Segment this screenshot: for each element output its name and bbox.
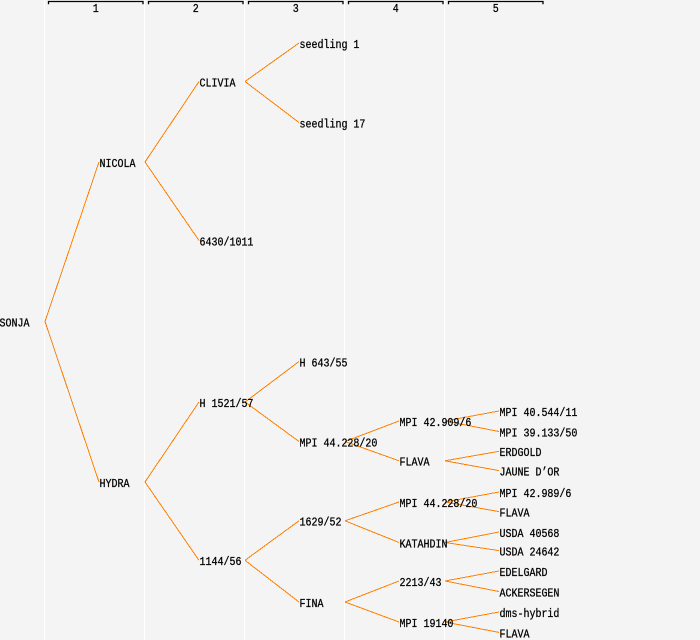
svg-text:MPI 19140: MPI 19140 xyxy=(400,618,454,631)
svg-text:EDELGARD: EDELGARD xyxy=(500,567,548,580)
svg-text:USDA 40568: USDA 40568 xyxy=(500,528,560,541)
svg-text:seedling 17: seedling 17 xyxy=(300,119,366,132)
svg-text:dms-hybrid: dms-hybrid xyxy=(500,608,560,621)
svg-text:H 643/55: H 643/55 xyxy=(300,358,348,371)
svg-text:MPI 44.228/20: MPI 44.228/20 xyxy=(300,438,378,451)
svg-text:FLAVA: FLAVA xyxy=(400,457,430,470)
svg-text:ERDGOLD: ERDGOLD xyxy=(500,447,542,460)
svg-text:seedling 1: seedling 1 xyxy=(300,39,360,52)
svg-text:1: 1 xyxy=(93,3,99,16)
svg-text:2213/43: 2213/43 xyxy=(400,577,442,590)
svg-text:ACKERSEGEN: ACKERSEGEN xyxy=(500,588,560,601)
svg-text:2: 2 xyxy=(193,3,199,16)
svg-text:MPI 39.133/50: MPI 39.133/50 xyxy=(500,428,578,441)
svg-text:NICOLA: NICOLA xyxy=(100,158,136,171)
svg-text:1629/52: 1629/52 xyxy=(300,517,342,530)
svg-text:USDA 24642: USDA 24642 xyxy=(500,547,560,560)
svg-text:FINA: FINA xyxy=(300,598,324,611)
svg-text:MPI 42.989/6: MPI 42.989/6 xyxy=(500,488,572,501)
svg-text:SONJA: SONJA xyxy=(0,318,30,331)
svg-text:1144/56: 1144/56 xyxy=(200,556,242,569)
svg-text:3: 3 xyxy=(293,3,299,16)
svg-text:FLAVA: FLAVA xyxy=(500,508,530,521)
svg-text:MPI 44.228/20: MPI 44.228/20 xyxy=(400,498,478,511)
svg-text:5: 5 xyxy=(493,3,499,16)
svg-text:CLIVIA: CLIVIA xyxy=(200,78,236,91)
svg-text:FLAVA: FLAVA xyxy=(500,629,530,640)
svg-text:HYDRA: HYDRA xyxy=(100,478,130,491)
svg-text:KATAHDIN: KATAHDIN xyxy=(400,539,448,552)
svg-text:6430/1011: 6430/1011 xyxy=(200,237,254,250)
svg-text:H 1521/57: H 1521/57 xyxy=(200,398,254,411)
svg-text:MPI 42.909/6: MPI 42.909/6 xyxy=(400,417,472,430)
svg-text:MPI 40.544/11: MPI 40.544/11 xyxy=(500,407,578,420)
svg-text:JAUNE D’OR: JAUNE D’OR xyxy=(500,467,560,480)
svg-text:4: 4 xyxy=(393,3,399,16)
